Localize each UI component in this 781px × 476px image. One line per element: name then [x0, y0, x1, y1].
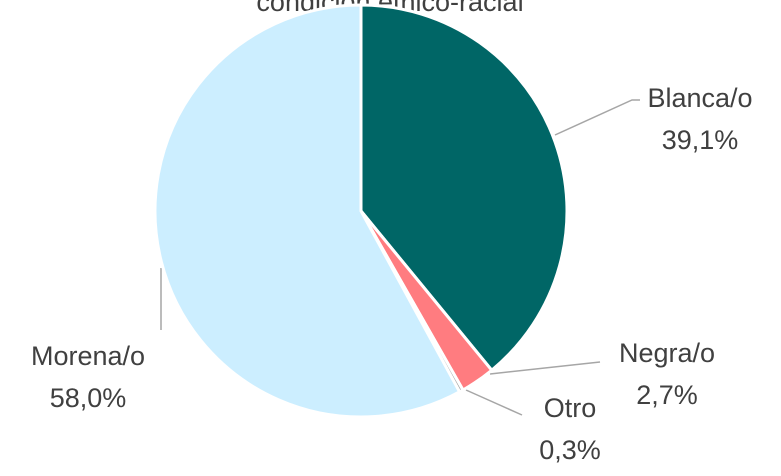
- value-label: 58,0%: [50, 383, 127, 413]
- slice-label: Blanca/o: [647, 83, 752, 113]
- leader-line: [554, 99, 640, 136]
- leader-line: [465, 389, 523, 416]
- slice-label: Otro: [544, 393, 597, 423]
- slice-label: Morena/o: [31, 341, 145, 371]
- value-label: 2,7%: [636, 380, 698, 410]
- leader-line: [489, 361, 601, 375]
- slice-label: Negra/o: [619, 338, 715, 368]
- pie-slice: [153, 3, 462, 419]
- value-label: 39,1%: [662, 125, 739, 155]
- pie-slice: [359, 3, 569, 373]
- value-label: 0,3%: [539, 435, 601, 465]
